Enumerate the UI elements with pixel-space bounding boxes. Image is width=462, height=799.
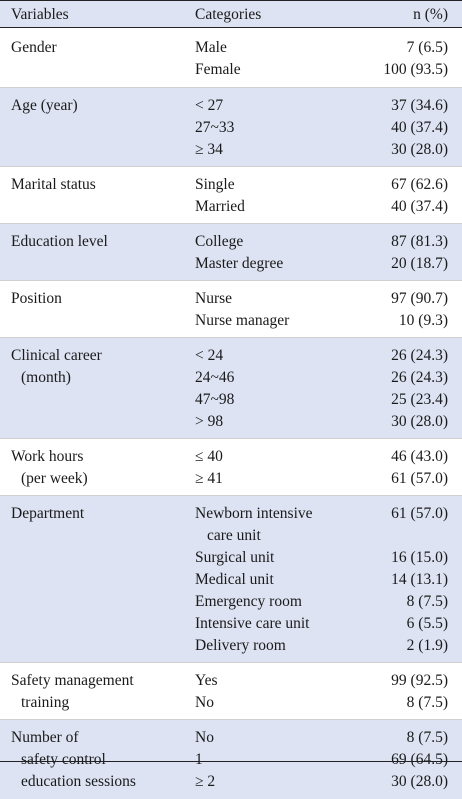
category-label: ≤ 40 <box>195 448 223 465</box>
category-label: Nurse <box>195 290 233 307</box>
variable-label: Gender <box>11 39 57 56</box>
category-label: Surgical unit <box>195 549 275 566</box>
count-percent-value: 30 (28.0) <box>391 773 448 790</box>
count-percent-value: 30 (28.0) <box>391 141 448 158</box>
count-percent-value: 8 (7.5) <box>406 593 448 610</box>
variable-label: training <box>21 694 70 711</box>
count-percent-value: 8 (7.5) <box>406 729 448 746</box>
variable-label: (per week) <box>21 470 88 487</box>
count-percent-value: 99 (92.5) <box>391 672 448 689</box>
table-group: Gender Male 7 (6.5) Female 100 (93.5) <box>0 30 462 87</box>
variable-label: Age (year) <box>11 97 78 114</box>
category-label: Single <box>195 176 235 193</box>
count-percent-value: 67 (62.6) <box>391 176 448 193</box>
count-percent-value: 10 (9.3) <box>398 312 448 329</box>
table-header: Variables Categories n (%) <box>0 0 462 28</box>
table-group: Position Nurse 97 (90.7) Nurse manager 10 (9… <box>0 280 462 338</box>
count-percent-value: 14 (13.1) <box>391 571 448 588</box>
table-group: Department Newborn intensive care unit 61 (… <box>0 495 462 663</box>
category-label: < 24 <box>195 347 224 364</box>
variable-label: Position <box>11 290 62 307</box>
category-label: No <box>195 729 214 746</box>
variable-label: Safety management <box>11 672 134 689</box>
count-percent-value: 20 (18.7) <box>391 255 448 272</box>
count-percent-value: 26 (24.3) <box>391 347 448 364</box>
count-percent-value: 40 (37.4) <box>391 198 448 215</box>
category-label: 47~98 <box>195 391 235 408</box>
variable-label: (month) <box>21 369 71 386</box>
header-n-percent: n (%) <box>413 6 448 23</box>
count-percent-value: 61 (57.0) <box>391 470 448 487</box>
category-label: < 27 <box>195 97 224 114</box>
count-percent-value: 46 (43.0) <box>391 448 448 465</box>
category-label: College <box>195 233 244 250</box>
category-label: > 98 <box>195 413 224 430</box>
table-group: Marital status Single 67 (62.6) Married 40 (… <box>0 166 462 224</box>
variable-label: Department <box>11 505 85 522</box>
count-percent-value: 25 (23.4) <box>391 391 448 408</box>
table-group: Education level College 87 (81.3) Master de… <box>0 223 462 281</box>
count-percent-value: 30 (28.0) <box>391 413 448 430</box>
category-label: No <box>195 694 214 711</box>
category-label: Married <box>195 198 245 215</box>
table-bottom-rule <box>0 761 462 762</box>
category-label: ≥ 34 <box>195 141 223 158</box>
count-percent-value: 16 (15.0) <box>391 549 448 566</box>
category-label: ≥ 41 <box>195 470 223 487</box>
table-group: Safety management training Yes 99 (92.5) No 8… <box>0 662 462 720</box>
category-label: 1 <box>195 751 203 768</box>
variable-label: Clinical career <box>11 347 102 364</box>
category-label: Intensive care unit <box>195 615 310 632</box>
variable-label: Number of <box>11 729 79 746</box>
category-label: Nurse manager <box>195 312 290 329</box>
variable-label: Marital status <box>11 176 96 193</box>
category-label: ≥ 2 <box>195 773 216 790</box>
category-label: 27~33 <box>195 119 235 136</box>
category-label: care unit <box>207 527 261 544</box>
category-label: Master degree <box>195 255 284 272</box>
category-label: Female <box>195 61 241 78</box>
count-percent-value: 2 (1.9) <box>406 637 448 654</box>
category-label: Emergency room <box>195 593 302 610</box>
category-label: Delivery room <box>195 637 286 654</box>
category-label: Newborn intensive <box>195 505 313 522</box>
count-percent-value: 40 (37.4) <box>391 119 448 136</box>
table-group: Work hours (per week) ≤ 40 46 (43.0) ≥ 41 61 … <box>0 438 462 496</box>
header-categories: Categories <box>195 6 262 23</box>
category-label: Medical unit <box>195 571 274 588</box>
count-percent-value: 26 (24.3) <box>391 369 448 386</box>
count-percent-value: 100 (93.5) <box>383 61 448 78</box>
table-group: Clinical career (month) < 24 26 (24.3) 24~46… <box>0 337 462 439</box>
variable-label: education sessions <box>21 773 136 790</box>
count-percent-value: 61 (57.0) <box>391 505 448 522</box>
variable-label: Work hours <box>11 448 84 465</box>
table-group: Number of safety control education session… <box>0 719 462 799</box>
count-percent-value: 7 (6.5) <box>406 39 448 56</box>
count-percent-value: 87 (81.3) <box>391 233 448 250</box>
variable-label: safety control <box>21 751 106 768</box>
count-percent-value: 37 (34.6) <box>391 97 448 114</box>
count-percent-value: 97 (90.7) <box>391 290 448 307</box>
table-group: Age (year) < 27 37 (34.6) 27~33 40 (37.4) ≥ 3… <box>0 87 462 167</box>
count-percent-value: 8 (7.5) <box>406 694 448 711</box>
count-percent-value: 69 (64.5) <box>391 751 448 768</box>
category-label: Male <box>195 39 227 56</box>
category-label: Yes <box>195 672 218 689</box>
category-label: 24~46 <box>195 369 235 386</box>
header-variables: Variables <box>11 6 69 23</box>
variable-label: Education level <box>11 233 108 250</box>
count-percent-value: 6 (5.5) <box>406 615 448 632</box>
